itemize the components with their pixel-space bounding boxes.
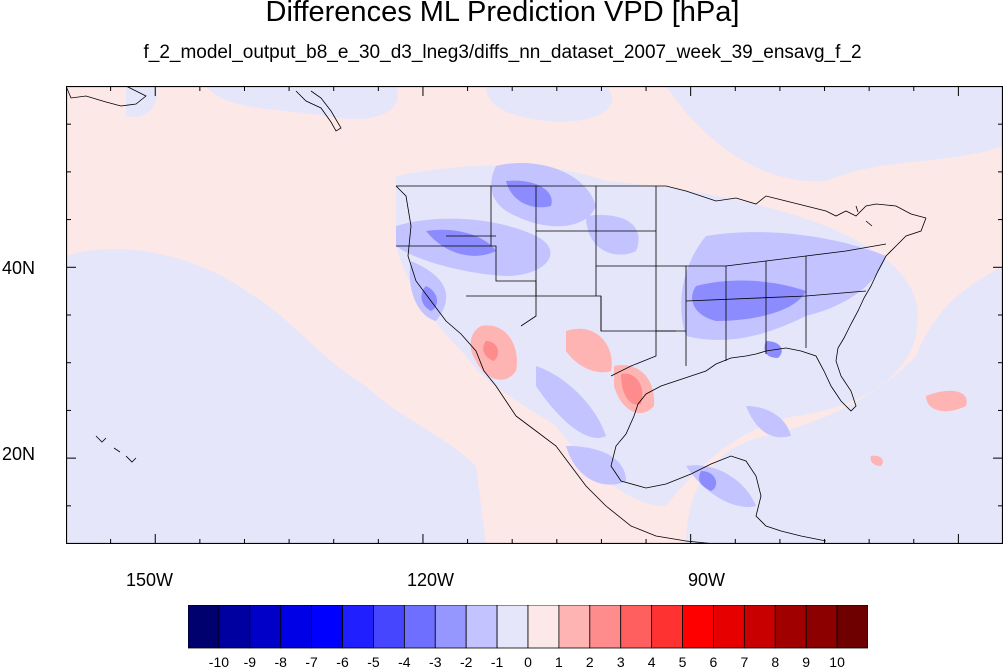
colorbar-tick-label: -8 bbox=[274, 654, 287, 670]
colorbar-swatch bbox=[682, 605, 714, 649]
map-subtitle: f_2_model_output_b8_e_30_d3_lneg3/diffs_… bbox=[143, 42, 862, 63]
colorbar-swatch bbox=[311, 605, 343, 649]
colorbar-tick-label: 7 bbox=[740, 654, 749, 670]
colorbar-swatch bbox=[713, 605, 745, 649]
colorbar-tick-label: -4 bbox=[398, 654, 411, 670]
map-ticks bbox=[66, 86, 1003, 544]
colorbar-swatch bbox=[527, 605, 560, 649]
colorbar-tick-label: 4 bbox=[647, 654, 656, 670]
colorbar-swatch bbox=[496, 605, 529, 649]
colorbar-swatch bbox=[836, 605, 868, 649]
colorbar-swatch bbox=[465, 605, 498, 649]
colorbar-tick-label: 1 bbox=[555, 654, 563, 670]
positive-field-strong bbox=[483, 341, 643, 405]
colorbar-swatch bbox=[249, 605, 282, 649]
colorbar-tick-label: 3 bbox=[616, 654, 625, 670]
colorbar-swatch bbox=[218, 605, 251, 649]
colorbar-swatch bbox=[280, 605, 313, 649]
colorbar-swatch bbox=[651, 605, 683, 649]
colorbar-tick-label: 0 bbox=[524, 654, 532, 670]
lon-label-120w: 120W bbox=[407, 570, 455, 590]
lat-label-20n: 20N bbox=[2, 444, 36, 464]
colorbar-tick-label: -5 bbox=[367, 654, 380, 670]
colorbar-swatch bbox=[342, 605, 374, 649]
colorbar bbox=[188, 605, 868, 649]
colorbar-swatch bbox=[805, 605, 838, 649]
colorbar-tick-label: 5 bbox=[678, 654, 687, 670]
lon-label-90w: 90W bbox=[688, 570, 726, 590]
colorbar-tick-label: -3 bbox=[429, 654, 442, 670]
colorbar-tick-label: 6 bbox=[709, 654, 718, 670]
colorbar-tick-label: 10 bbox=[829, 654, 845, 670]
vpd-difference-map bbox=[66, 86, 1003, 544]
colorbar-swatch bbox=[589, 605, 622, 649]
colorbar-tick-label: -6 bbox=[336, 654, 349, 670]
map-title: Differences ML Prediction VPD [hPa] bbox=[265, 0, 740, 28]
colorbar-swatch bbox=[558, 605, 591, 649]
colorbar-swatch bbox=[774, 605, 807, 649]
coastlines-and-borders bbox=[66, 86, 927, 544]
colorbar-tick-label: -1 bbox=[490, 654, 504, 670]
colorbar-tick-label: -7 bbox=[305, 654, 318, 670]
colorbar-tick-label: 2 bbox=[585, 654, 594, 670]
colorbar-swatch bbox=[403, 605, 436, 649]
colorbar-swatch bbox=[620, 605, 653, 649]
colorbar-tick-label: 8 bbox=[771, 654, 780, 670]
colorbar-swatch bbox=[434, 605, 467, 649]
colorbar-tick-label: -2 bbox=[459, 654, 473, 670]
colorbar-swatch bbox=[373, 605, 405, 649]
colorbar-tick-label: 9 bbox=[802, 654, 811, 670]
lon-label-150w: 150W bbox=[126, 570, 174, 590]
colorbar-swatch bbox=[188, 605, 220, 649]
colorbar-tick-label: -10 bbox=[208, 654, 230, 670]
lat-label-40n: 40N bbox=[2, 258, 36, 278]
colorbar-tick-label: -9 bbox=[243, 654, 257, 670]
colorbar-swatch bbox=[743, 605, 776, 649]
negative-field-strong bbox=[421, 180, 806, 491]
